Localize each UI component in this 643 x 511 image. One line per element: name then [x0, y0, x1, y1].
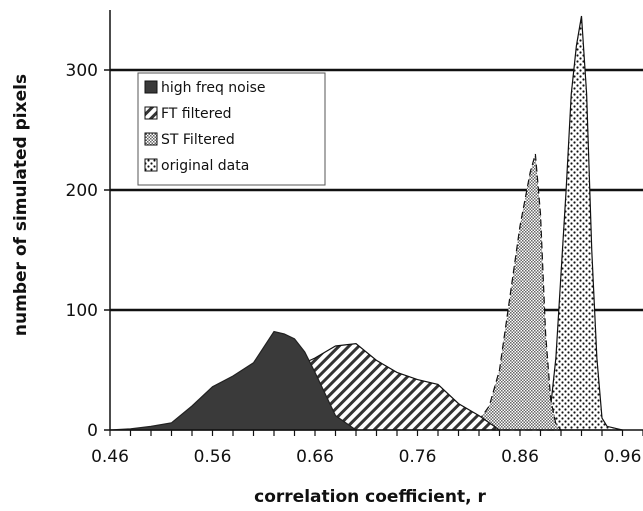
y-tick-labels: 0 100 200 300: [66, 61, 110, 441]
x-tick-labels: 0.46 0.56 0.66 0.76 0.86 0.96: [91, 430, 643, 467]
x-tick-label: 0.46: [91, 447, 129, 467]
legend-label-st-filtered: ST Filtered: [161, 132, 235, 148]
legend-label-ft-filtered: FT filtered: [161, 106, 232, 122]
series-layer: [109, 15, 623, 431]
grid-lines: [110, 68, 643, 312]
x-tick-label: 0.56: [194, 447, 232, 467]
y-tick-label: 300: [66, 61, 98, 81]
series-area-original-data: [539, 15, 623, 431]
legend-swatch-high-freq-noise: [144, 80, 158, 94]
x-tick-label: 0.96: [604, 447, 642, 467]
legend-swatch-st-filtered: [144, 132, 158, 146]
legend-label-original-data: original data: [161, 158, 249, 174]
y-tick-label: 0: [87, 421, 98, 441]
x-tick-label: 0.66: [296, 447, 334, 467]
legend-swatch-original-data: [144, 158, 158, 172]
legend-box: [137, 72, 326, 186]
legend-label-high-freq-noise: high freq noise: [161, 80, 266, 96]
series-area-high-freq-noise: [109, 330, 358, 431]
x-tick-label: 0.76: [399, 447, 437, 467]
y-axis-title: number of simulated pixels: [11, 74, 31, 336]
y-tick-label: 100: [66, 301, 98, 321]
legend: high freq noise FT filtered ST Filtered ori…: [137, 72, 326, 186]
series-area-st-filtered: [458, 153, 563, 431]
legend-swatch-ft-filtered: [144, 106, 158, 120]
x-axis-title: correlation coefficient, r: [254, 487, 486, 507]
y-tick-label: 200: [66, 181, 98, 201]
x-tick-label: 0.86: [501, 447, 539, 467]
